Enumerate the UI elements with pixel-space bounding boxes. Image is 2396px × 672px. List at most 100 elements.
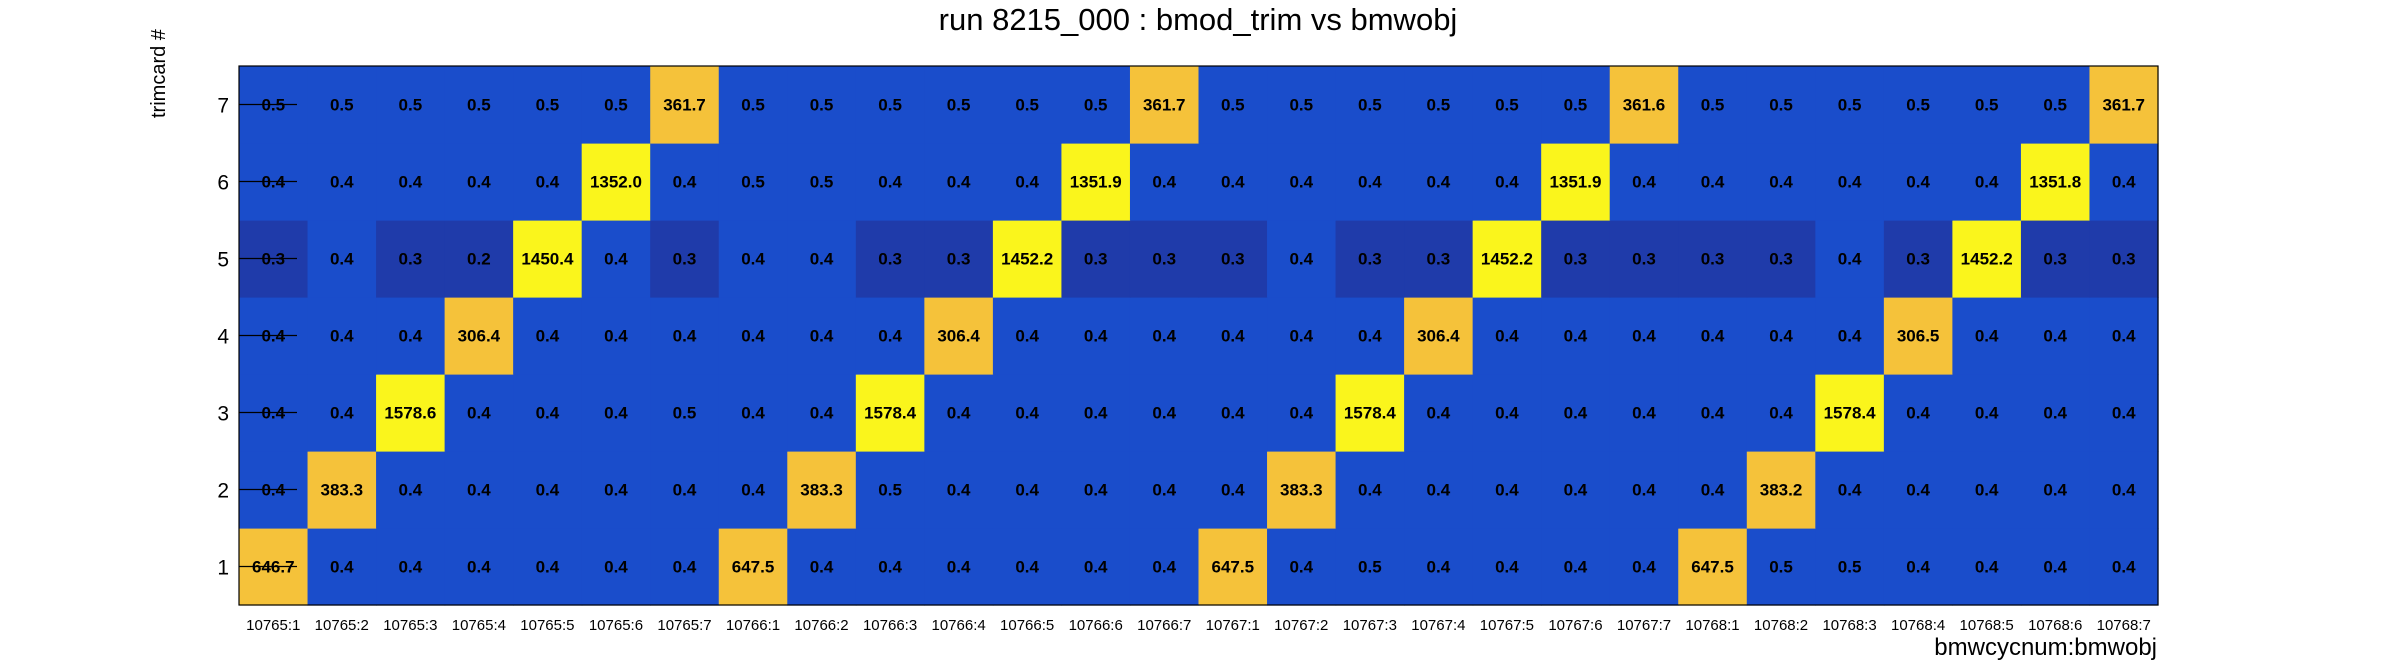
cell-value-label: 0.4: [604, 327, 628, 346]
x-tick-label: 10765:5: [520, 617, 574, 634]
heatmap-cell: [855, 528, 925, 606]
cell-value-label: 0.4: [330, 250, 354, 269]
cell-value-label: 0.4: [810, 404, 834, 423]
heatmap-cell: [992, 297, 1063, 375]
cell-value-label: 0.4: [2112, 173, 2136, 192]
heatmap-cell: [1609, 374, 1679, 452]
heatmap-cell: [513, 143, 583, 221]
cell-value-label: 0.4: [1289, 327, 1313, 346]
cell-value-label: 0.5: [1015, 96, 1039, 115]
cell-value-label: 0.4: [1152, 327, 1176, 346]
cell-value-label: 0.4: [1975, 481, 1999, 500]
heatmap-cell: [1267, 66, 1337, 144]
heatmap-cell: [376, 143, 446, 221]
cell-value-label: 0.4: [1564, 558, 1588, 577]
x-tick-label: 10766:1: [726, 617, 780, 634]
cell-value-label: 0.3: [1906, 250, 1930, 269]
y-tick-label: 2: [217, 480, 229, 503]
heatmap-cell: [1335, 297, 1405, 375]
heatmap-cell: [1883, 220, 1953, 298]
heatmap-cell: [1472, 66, 1542, 144]
heatmap-cell: [1404, 451, 1474, 529]
cell-value-label: 0.4: [1427, 558, 1451, 577]
heatmap-cell: [307, 66, 377, 144]
cell-value-label: 0.5: [741, 96, 765, 115]
heatmap-cell: [1061, 143, 1131, 221]
heatmap-cell: [1267, 528, 1337, 606]
cell-value-label: 0.4: [1427, 404, 1451, 423]
cell-value-label: 647.5: [732, 558, 775, 577]
x-tick-label: 10765:1: [246, 617, 300, 634]
cell-value-label: 1578.4: [864, 404, 917, 423]
heatmap-cell: [1335, 220, 1405, 298]
cell-value-label: 0.4: [330, 173, 354, 192]
heatmap-cell: [2020, 66, 2091, 144]
cell-value-label: 0.4: [604, 250, 628, 269]
cell-value-label: 0.5: [1289, 96, 1313, 115]
heatmap-cell: [1952, 528, 2022, 606]
heatmap-cell: [1198, 297, 1268, 375]
cell-value-label: 0.4: [1289, 558, 1313, 577]
cell-value-label: 306.4: [937, 327, 980, 346]
heatmap-cell: [855, 297, 925, 375]
heatmap-cell: [1678, 451, 1748, 529]
cell-value-label: 0.3: [878, 250, 902, 269]
heatmap-cell: [581, 220, 651, 298]
heatmap-cell: [787, 451, 857, 529]
cell-value-label: 0.4: [1015, 481, 1039, 500]
cell-value-label: 0.4: [1701, 404, 1725, 423]
heatmap-cell: [650, 220, 720, 298]
cell-value-label: 0.4: [673, 327, 697, 346]
cell-value-label: 0.4: [947, 404, 971, 423]
x-tick-label: 10768:6: [2028, 617, 2082, 634]
cell-value-label: 0.4: [536, 327, 560, 346]
heatmap-cell: [1198, 374, 1268, 452]
cell-value-label: 0.4: [1084, 481, 1108, 500]
heatmap-cell: [992, 451, 1063, 529]
chart-title: run 8215_000 : bmod_trim vs bmwobj: [938, 2, 1458, 37]
cell-value-label: 0.4: [467, 558, 491, 577]
cell-value-label: 1578.6: [384, 404, 436, 423]
cell-value-label: 0.4: [810, 327, 834, 346]
cell-value-label: 361.7: [1143, 96, 1186, 115]
heatmap-cell: [650, 528, 720, 606]
heatmap-cell: [1404, 297, 1474, 375]
heatmap-cell: [924, 451, 994, 529]
heatmap-cell: [1541, 297, 1611, 375]
heatmap-cell: [1061, 66, 1131, 144]
x-tick-label: 10765:6: [589, 617, 643, 634]
cell-value-label: 0.4: [330, 327, 354, 346]
cell-value-label: 0.3: [2112, 250, 2136, 269]
cell-value-label: 0.4: [1221, 404, 1245, 423]
heatmap-cell: [1952, 220, 2022, 298]
heatmap-cell: [924, 528, 994, 606]
heatmap-cell: [1609, 143, 1679, 221]
heatmap-cell: [1541, 66, 1611, 144]
cell-value-label: 0.4: [467, 404, 491, 423]
heatmap-cell: [444, 297, 514, 375]
x-tick-label: 10766:7: [1137, 617, 1191, 634]
heatmap-cell: [581, 528, 651, 606]
cell-value-label: 0.4: [1084, 558, 1108, 577]
cell-value-label: 1351.8: [2029, 173, 2081, 192]
heatmap-cell: [1883, 143, 1953, 221]
heatmap-cell: [1746, 143, 1816, 221]
heatmap-cell: [444, 143, 514, 221]
cell-value-label: 383.3: [800, 481, 843, 500]
cell-value-label: 0.4: [2112, 404, 2136, 423]
cell-value-label: 0.4: [1906, 481, 1930, 500]
cell-value-label: 0.3: [1152, 250, 1176, 269]
cell-value-label: 0.4: [1152, 404, 1176, 423]
cell-value-label: 0.4: [878, 558, 902, 577]
heatmap-cell: [1267, 143, 1337, 221]
cell-value-label: 0.4: [330, 404, 354, 423]
cell-value-label: 361.7: [663, 96, 706, 115]
heatmap-cell: [1267, 451, 1337, 529]
x-tick-label: 10768:5: [1960, 617, 2014, 634]
x-tick-label: 10767:6: [1548, 617, 1602, 634]
cell-value-label: 0.4: [1221, 481, 1245, 500]
cell-value-label: 0.4: [1564, 404, 1588, 423]
cell-value-label: 0.4: [2043, 404, 2067, 423]
heatmap-cell: [1198, 451, 1268, 529]
